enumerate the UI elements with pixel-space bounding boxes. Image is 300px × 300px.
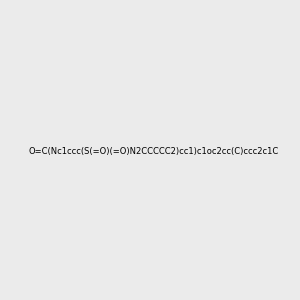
Text: O=C(Nc1ccc(S(=O)(=O)N2CCCCC2)cc1)c1oc2cc(C)ccc2c1C: O=C(Nc1ccc(S(=O)(=O)N2CCCCC2)cc1)c1oc2cc… (28, 147, 279, 156)
